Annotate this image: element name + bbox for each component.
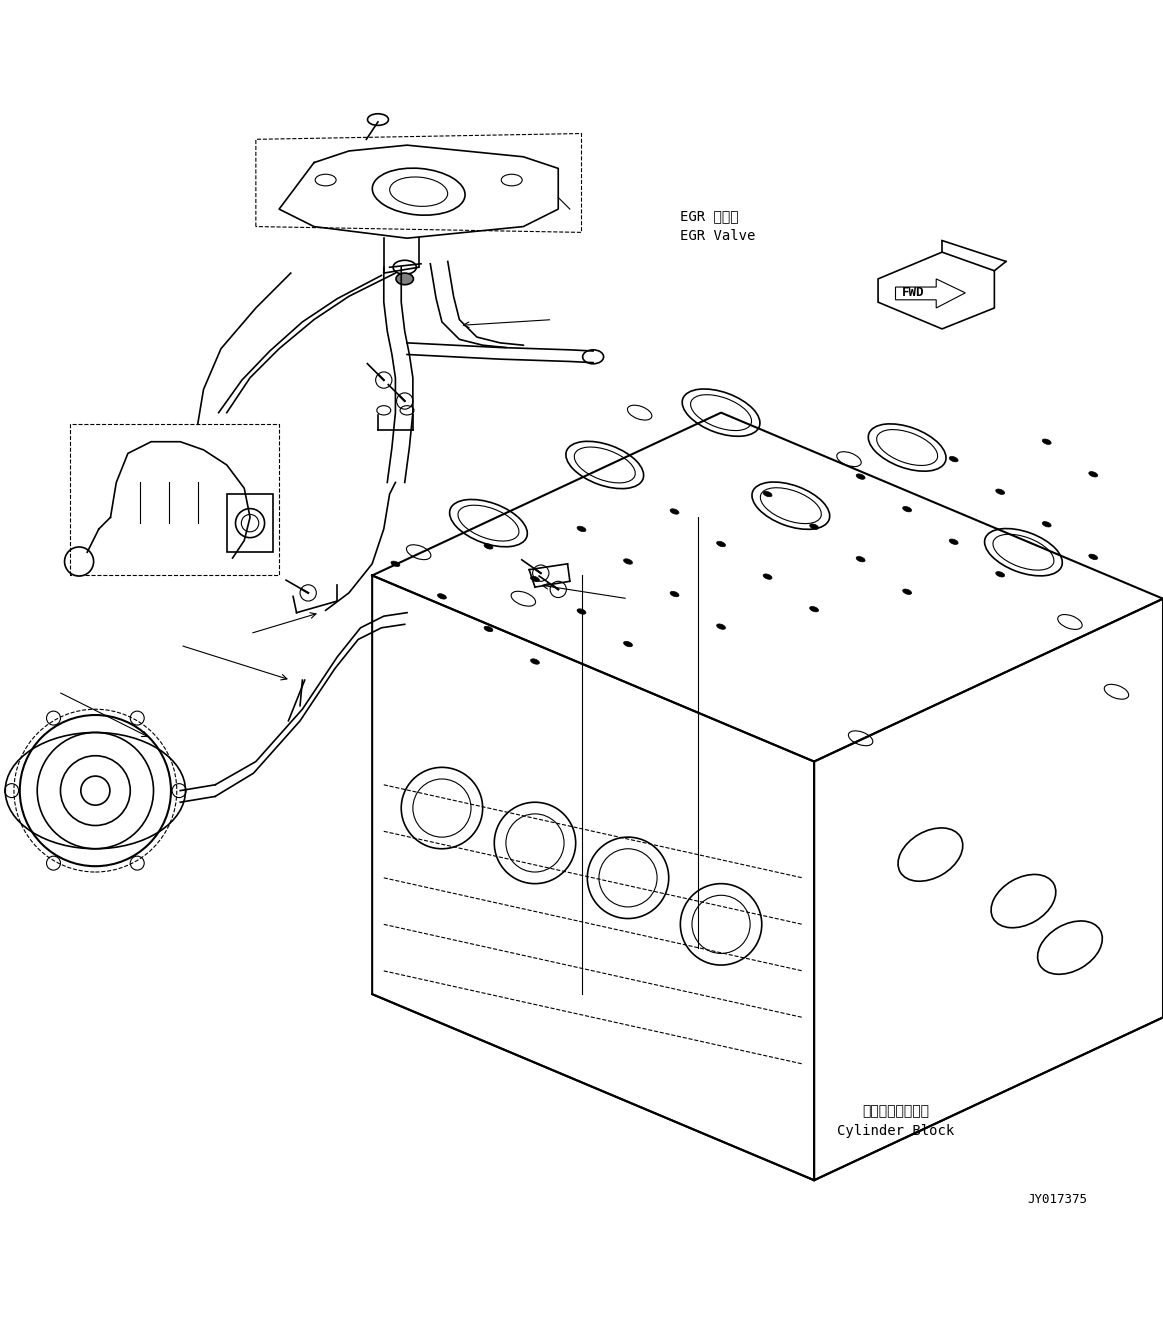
Ellipse shape (856, 556, 865, 562)
Ellipse shape (393, 261, 416, 274)
Ellipse shape (836, 452, 862, 467)
Ellipse shape (716, 541, 726, 547)
Polygon shape (878, 253, 994, 329)
Text: EGR バルブ
EGR Valve: EGR バルブ EGR Valve (680, 209, 756, 242)
Ellipse shape (627, 405, 652, 420)
Ellipse shape (511, 591, 536, 606)
Ellipse shape (716, 624, 726, 630)
Ellipse shape (902, 507, 912, 512)
Ellipse shape (395, 273, 414, 285)
Ellipse shape (1042, 439, 1051, 444)
Ellipse shape (1089, 472, 1098, 477)
Ellipse shape (530, 576, 540, 582)
Ellipse shape (391, 562, 400, 567)
Ellipse shape (763, 574, 772, 579)
Ellipse shape (763, 491, 772, 497)
Ellipse shape (949, 539, 958, 544)
Ellipse shape (623, 559, 633, 564)
Ellipse shape (1042, 521, 1051, 527)
Ellipse shape (577, 608, 586, 614)
Ellipse shape (315, 174, 336, 186)
Ellipse shape (670, 509, 679, 515)
Ellipse shape (1104, 685, 1129, 699)
Ellipse shape (1089, 554, 1098, 560)
Ellipse shape (623, 642, 633, 647)
Ellipse shape (670, 591, 679, 596)
Ellipse shape (856, 473, 865, 479)
Ellipse shape (530, 659, 540, 664)
Ellipse shape (996, 489, 1005, 495)
Text: シリンダブロック
Cylinder Block: シリンダブロック Cylinder Block (837, 1104, 954, 1138)
Bar (227, 495, 273, 552)
Polygon shape (896, 279, 965, 308)
Ellipse shape (501, 174, 522, 186)
Ellipse shape (437, 594, 447, 599)
Ellipse shape (484, 626, 493, 631)
Ellipse shape (809, 524, 819, 529)
Text: FWD: FWD (901, 286, 925, 299)
Ellipse shape (848, 731, 873, 746)
Ellipse shape (406, 544, 431, 560)
Ellipse shape (996, 572, 1005, 578)
Ellipse shape (902, 590, 912, 595)
Ellipse shape (484, 544, 493, 550)
Ellipse shape (809, 607, 819, 612)
Ellipse shape (577, 527, 586, 532)
Text: JY017375: JY017375 (1027, 1193, 1087, 1206)
Ellipse shape (949, 456, 958, 461)
Ellipse shape (1057, 615, 1083, 630)
